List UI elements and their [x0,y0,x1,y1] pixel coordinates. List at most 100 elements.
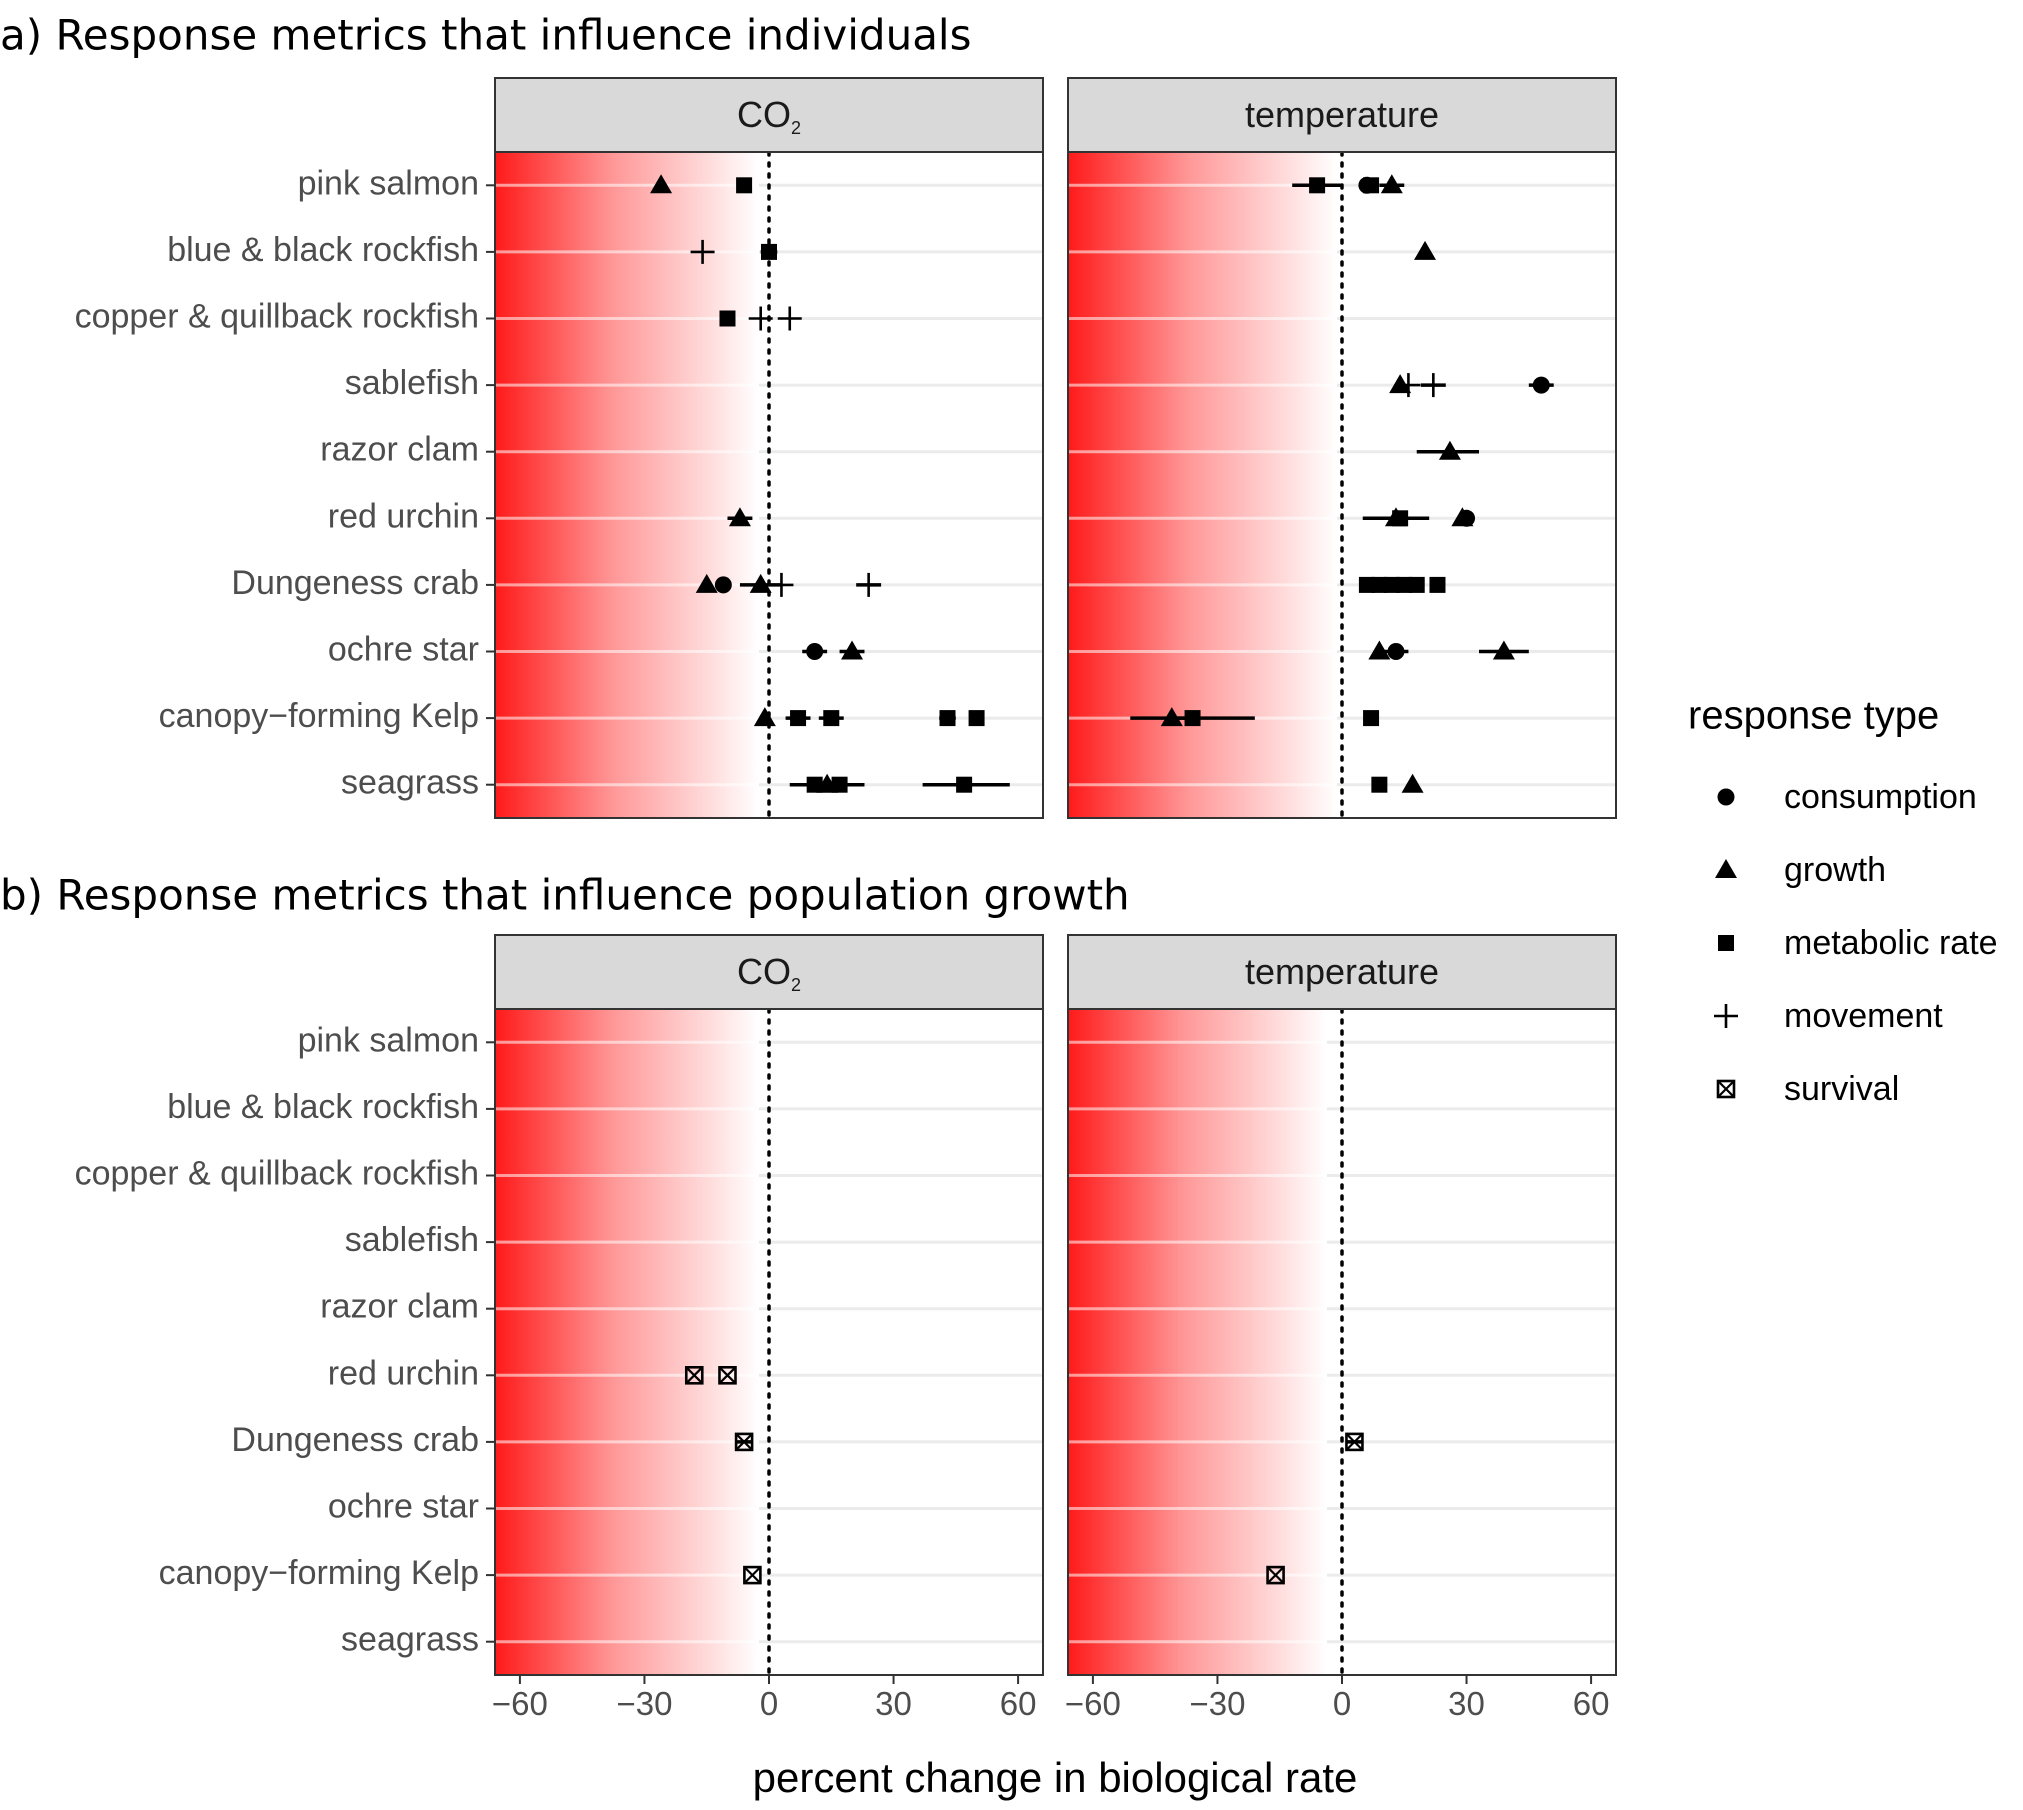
facet-strip [1067,77,1617,153]
strip-subscript: 2 [791,118,801,138]
point-growth [1380,174,1403,194]
survival-box [1345,1432,1364,1452]
point-growth [695,573,718,593]
point-consumption [1458,509,1476,527]
point-metabolic-rate [1363,710,1380,727]
survival-x2 [1345,1433,1364,1451]
facet-strip-label: CO2 [737,951,801,995]
point-survival [684,1366,704,1385]
x-tick-label: 30 [875,1685,912,1722]
x-tick-label: 60 [1573,1685,1610,1722]
facet-strip [1067,934,1617,1010]
x-tick-label: 60 [1000,1685,1037,1722]
facet-strip-label: temperature [1245,951,1439,992]
point-movement [690,239,715,264]
y-tick-label: blue & black rockfish [167,1088,479,1126]
facet-strip-label: CO2 [737,94,801,138]
point-growth [1438,440,1461,460]
point-movement [769,572,794,597]
point-metabolic-rate [1396,576,1413,593]
point-growth [841,640,864,660]
point-metabolic-rate [761,243,777,260]
legend-label: metabolic rate [1784,924,1998,962]
survival-x2 [735,1433,753,1451]
strip-main: CO [737,94,791,135]
y-tick-label: ochre star [328,630,479,668]
y-tick-label: ochre star [328,1487,479,1525]
survival-box [1266,1565,1285,1585]
point-metabolic-rate [956,776,973,793]
point-metabolic-rate [736,177,753,194]
negative-change-gradient [495,152,759,818]
legend-label: consumption [1784,778,1977,816]
y-tick-label: sablefish [345,1221,479,1259]
point-metabolic-rate [968,710,985,727]
y-tick-label: razor clam [320,1288,479,1326]
survival-box [1716,1079,1736,1099]
survival-box [684,1366,704,1385]
y-tick-label: red urchin [328,1354,479,1392]
point-metabolic-rate [831,776,848,793]
x-tick-label: −30 [1189,1685,1245,1722]
point-metabolic-rate [1408,576,1425,593]
negative-change-gradient [1068,1009,1327,1675]
point-metabolic-rate [790,710,807,727]
strip-main: temperature [1245,94,1439,135]
point-metabolic-rate [1718,935,1734,951]
survival-x2 [685,1366,704,1385]
y-tick-label: blue & black rockfish [167,231,479,269]
survival-x2 [1717,1080,1735,1098]
point-growth [728,507,751,527]
y-tick-label: canopy−forming Kelp [159,697,479,735]
point-metabolic-rate [1429,576,1446,593]
survival-x2 [718,1366,737,1385]
x-tick-label: 0 [760,1685,778,1722]
point-growth [650,174,673,194]
point-movement [777,306,802,331]
point-consumption [806,643,824,660]
point-survival [1345,1432,1364,1452]
legend-title: response type [1688,694,1939,738]
x-tick-label: −30 [616,1685,672,1722]
survival-box [718,1366,737,1385]
x-tick-label: −60 [1065,1685,1121,1722]
point-growth [753,707,776,727]
y-tick-label: canopy−forming Kelp [159,1554,479,1592]
point-metabolic-rate [719,310,736,327]
survival-box [743,1565,762,1585]
point-growth [1414,240,1437,260]
y-tick-label: pink salmon [298,164,479,202]
point-consumption [1717,788,1735,806]
point-consumption [1387,643,1405,660]
y-tick-label: pink salmon [298,1021,479,1059]
legend-label: movement [1784,997,1943,1035]
point-survival [743,1565,762,1585]
point-survival [1266,1565,1285,1585]
point-survival [734,1432,754,1452]
point-growth [1389,374,1412,394]
point-consumption [714,576,732,594]
point-metabolic-rate [1363,177,1380,194]
panel-title: a) Response metrics that influence indiv… [0,11,971,60]
x-tick-label: −60 [492,1685,548,1722]
point-movement [1714,1004,1738,1028]
point-metabolic-rate [1309,177,1326,194]
strip-main: temperature [1245,951,1439,992]
survival-x2 [743,1566,762,1584]
facet-strip [494,77,1044,153]
negative-change-gradient [495,1009,759,1675]
point-metabolic-rate [1358,576,1375,593]
facet-strip [494,934,1044,1010]
point-movement [1421,373,1446,398]
point-consumption [1532,376,1550,394]
strip-subscript: 2 [791,975,801,995]
panel-title: b) Response metrics that influence popul… [0,871,1130,920]
point-metabolic-rate [823,710,840,727]
y-tick-label: razor clam [320,431,479,469]
point-growth [1715,859,1737,878]
point-metabolic-rate [939,710,956,727]
y-tick-label: red urchin [328,497,479,535]
y-tick-label: seagrass [341,764,479,802]
